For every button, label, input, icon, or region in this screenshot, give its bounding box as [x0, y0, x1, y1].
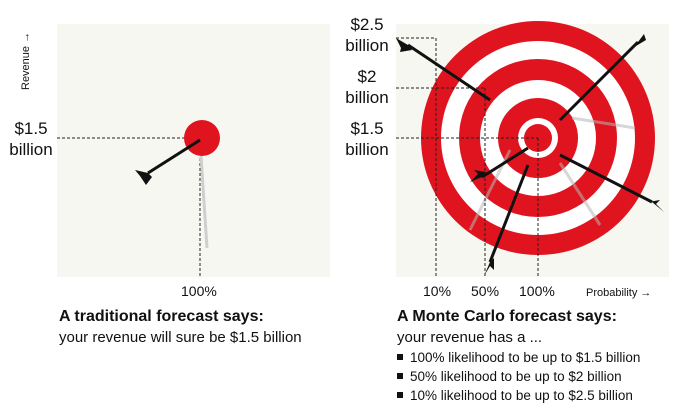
traditional-heading: A traditional forecast says: [59, 308, 264, 325]
left-y-label: $1.5 billion [9, 119, 53, 159]
right-x-label-10: 10% [423, 283, 452, 299]
left-arrow-fletching [135, 170, 152, 185]
bullet-item-1: 100% likelihood to be up to $1.5 billion [397, 350, 640, 365]
right-x-label-50: 50% [471, 283, 500, 299]
bullet-square-icon [397, 392, 403, 399]
bullet-item-2: 50% likelihood to be up to $2 billion [397, 369, 622, 384]
monte-carlo-heading: A Monte Carlo forecast says: [397, 308, 617, 325]
right-guides [396, 37, 539, 277]
monte-carlo-subtext: your revenue has a ... [397, 329, 543, 346]
left-x-label: 100% [181, 283, 217, 299]
right-y-label-1-5: $1.5 billion [345, 119, 389, 159]
right-y-label-2: $2 billion [345, 67, 389, 107]
monte-carlo-arrows [396, 26, 664, 276]
traditional-subtext: your revenue will sure be $1.5 billion [59, 329, 302, 346]
right-x-label-100: 100% [519, 283, 555, 299]
left-arrow-shadow [198, 139, 209, 249]
left-arrow-shaft [147, 138, 201, 175]
bullet-item-3: 10% likelihood to be up to $2.5 billion [397, 388, 633, 403]
right-y-label-2-5: $2.5 billion [345, 15, 389, 55]
probability-axis-title: Probability → [586, 287, 652, 299]
bullet-square-icon [397, 354, 403, 361]
left-bullseye [184, 120, 220, 156]
revenue-axis-title: Revenue → [20, 31, 32, 90]
bullet-square-icon [397, 373, 403, 380]
